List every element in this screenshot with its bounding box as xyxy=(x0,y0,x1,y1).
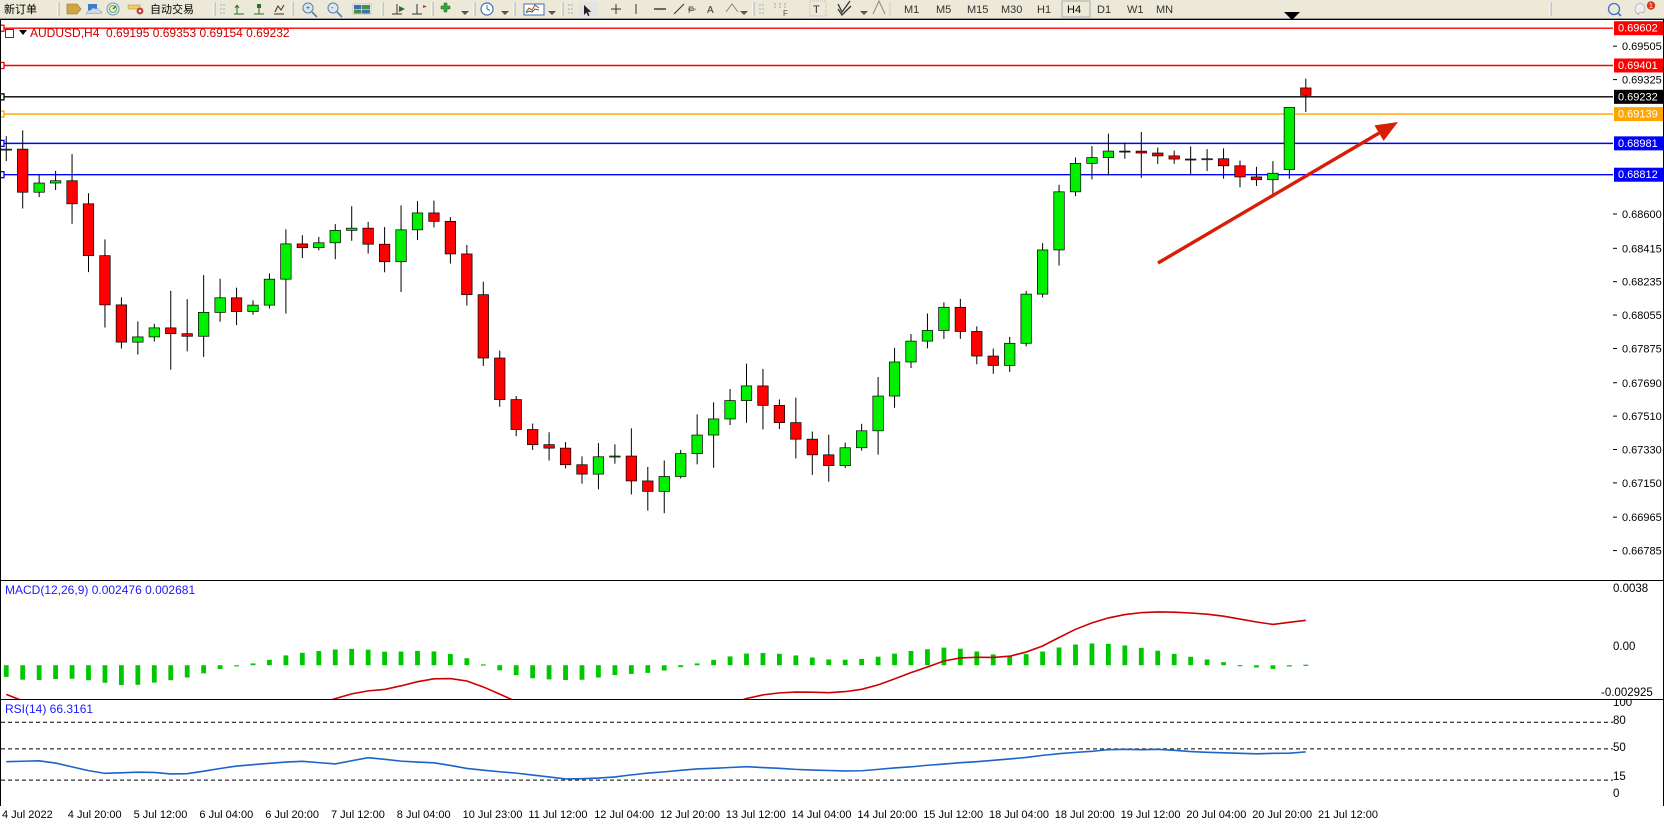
svg-text:T: T xyxy=(813,4,820,16)
svg-text:0.68600: 0.68600 xyxy=(1622,209,1662,221)
svg-text:0.68415: 0.68415 xyxy=(1622,243,1662,255)
svg-text:8 Jul 04:00: 8 Jul 04:00 xyxy=(397,809,451,821)
svg-text:H1: H1 xyxy=(1037,4,1051,16)
svg-text:6 Jul 20:00: 6 Jul 20:00 xyxy=(265,809,319,821)
svg-text:M5: M5 xyxy=(936,4,951,16)
svg-text:MN: MN xyxy=(1156,4,1173,16)
svg-text:20 Jul 20:00: 20 Jul 20:00 xyxy=(1252,809,1312,821)
svg-text:F: F xyxy=(688,5,694,15)
svg-text:6 Jul 04:00: 6 Jul 04:00 xyxy=(199,809,253,821)
svg-text:A: A xyxy=(707,5,714,16)
svg-text:10 Jul 23:00: 10 Jul 23:00 xyxy=(463,809,523,821)
svg-text:0.66965: 0.66965 xyxy=(1622,512,1662,524)
svg-text:M15: M15 xyxy=(967,4,988,16)
svg-text:11 Jul 12:00: 11 Jul 12:00 xyxy=(528,809,587,821)
svg-text:0.67510: 0.67510 xyxy=(1622,411,1662,423)
svg-text:0.69325: 0.69325 xyxy=(1622,75,1662,87)
svg-text:自动交易: 自动交易 xyxy=(150,2,194,16)
svg-text:D1: D1 xyxy=(1097,4,1111,16)
svg-text:0.67875: 0.67875 xyxy=(1622,343,1662,355)
svg-text:0.67690: 0.67690 xyxy=(1622,378,1662,390)
svg-text:0.69505: 0.69505 xyxy=(1622,41,1662,53)
svg-text:19 Jul 12:00: 19 Jul 12:00 xyxy=(1121,809,1181,821)
svg-text:21 Jul 12:00: 21 Jul 12:00 xyxy=(1318,809,1378,821)
svg-text:18 Jul 04:00: 18 Jul 04:00 xyxy=(989,809,1049,821)
svg-text:0.68981: 0.68981 xyxy=(1618,138,1658,150)
svg-text:0.69401: 0.69401 xyxy=(1618,60,1658,72)
svg-text:12 Jul 04:00: 12 Jul 04:00 xyxy=(594,809,654,821)
svg-text:4 Jul 2022: 4 Jul 2022 xyxy=(2,809,53,821)
svg-text:新订单: 新订单 xyxy=(4,2,37,16)
svg-text:0.68055: 0.68055 xyxy=(1622,310,1662,322)
svg-text:H4: H4 xyxy=(1067,4,1081,16)
svg-text:13 Jul 12:00: 13 Jul 12:00 xyxy=(726,809,786,821)
svg-text:1: 1 xyxy=(1649,3,1653,10)
svg-text:0.68235: 0.68235 xyxy=(1622,277,1662,289)
svg-text:F: F xyxy=(783,9,788,18)
svg-text:M1: M1 xyxy=(904,4,919,16)
svg-text:W1: W1 xyxy=(1127,4,1144,16)
svg-text:20 Jul 04:00: 20 Jul 04:00 xyxy=(1186,809,1246,821)
svg-text:7 Jul 12:00: 7 Jul 12:00 xyxy=(331,809,385,821)
svg-text:0.69602: 0.69602 xyxy=(1618,23,1658,35)
svg-text:0.67330: 0.67330 xyxy=(1622,445,1662,457)
svg-text:M30: M30 xyxy=(1001,4,1022,16)
svg-text:18 Jul 20:00: 18 Jul 20:00 xyxy=(1055,809,1115,821)
svg-text:0.67150: 0.67150 xyxy=(1622,478,1662,490)
svg-text:+: + xyxy=(306,5,310,12)
svg-text:0.69232: 0.69232 xyxy=(1618,91,1658,103)
svg-text:5 Jul 12:00: 5 Jul 12:00 xyxy=(134,809,188,821)
svg-text:0.66785: 0.66785 xyxy=(1622,546,1662,558)
svg-text:4 Jul 20:00: 4 Jul 20:00 xyxy=(68,809,122,821)
svg-text:14 Jul 20:00: 14 Jul 20:00 xyxy=(857,809,917,821)
svg-text:14 Jul 04:00: 14 Jul 04:00 xyxy=(792,809,852,821)
svg-text:12 Jul 20:00: 12 Jul 20:00 xyxy=(660,809,720,821)
svg-text:0.68812: 0.68812 xyxy=(1618,169,1658,181)
svg-text:15 Jul 12:00: 15 Jul 12:00 xyxy=(923,809,983,821)
svg-text:0.69139: 0.69139 xyxy=(1618,109,1658,121)
